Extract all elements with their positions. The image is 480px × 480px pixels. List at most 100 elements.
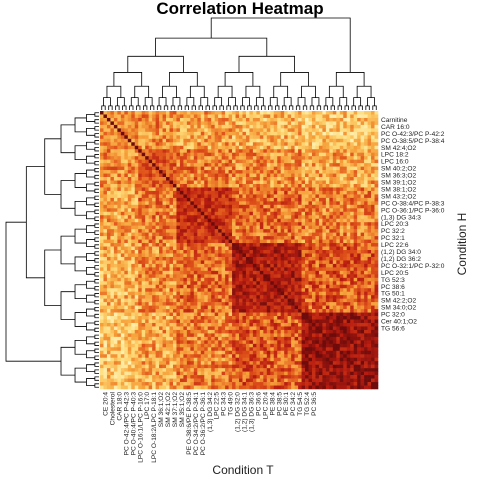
heatmap-cell [124,177,129,181]
heatmap-cell [256,305,261,310]
heatmap-cell [374,253,379,258]
heatmap-cell [218,128,222,133]
heatmap-cell [141,208,146,213]
heatmap-cell [277,149,281,153]
heatmap-cell [336,225,341,230]
heatmap-cell [162,121,167,126]
heatmap-cell [315,166,320,171]
heatmap-cell [117,298,122,303]
heatmap-cell [245,288,250,292]
heatmap-cell [322,187,327,192]
heatmap-cell [374,256,379,261]
heatmap-cell [200,114,205,119]
heatmap-cell [235,298,240,303]
heatmap-cell [325,298,330,303]
heatmap-cell [249,246,254,251]
heatmap-cell [277,170,281,174]
heatmap-cell [183,131,188,136]
heatmap-cell [263,222,268,226]
heatmap-cell [266,149,271,153]
heatmap-cell [179,309,184,313]
heatmap-cell [232,302,236,306]
heatmap-cell [277,183,281,188]
heatmap-cell [242,229,247,233]
heatmap-cell [249,194,254,199]
heatmap-cell [124,149,129,153]
heatmap-cell [218,243,222,247]
heatmap-cell [110,291,115,296]
heatmap-cell [280,236,285,240]
heatmap-cell [294,194,299,199]
heatmap-cell [239,305,243,310]
heatmap-cell [145,277,149,282]
heatmap-cell [148,284,153,289]
heatmap-cell [152,222,156,226]
heatmap-cell [277,111,281,115]
heatmap-cell [311,298,316,303]
heatmap-cell [176,180,181,185]
heatmap-cell [190,239,195,244]
heatmap-cell [270,232,275,237]
heatmap-cell [280,305,285,310]
heatmap-cell [301,222,306,226]
heatmap-cell [339,232,344,237]
heatmap-cell [336,284,341,289]
heatmap-cell [152,138,156,143]
heatmap-cell [145,302,149,306]
heatmap-cell [127,152,132,157]
heatmap-cell [259,152,264,157]
heatmap-cell [207,267,212,272]
heatmap-cell [346,124,351,129]
heatmap-cell [152,135,156,140]
heatmap-cell [322,208,327,213]
heatmap-cell [360,194,365,199]
heatmap-cell [200,277,205,282]
heatmap-cell [148,277,153,282]
heatmap-cell [152,246,156,251]
heatmap-cell [138,180,142,185]
heatmap-cell [294,135,299,140]
heatmap-cell [172,256,177,261]
heatmap-cell [249,131,254,136]
heatmap-cell [225,159,229,164]
heatmap-cell [214,211,219,216]
heatmap-cell [273,243,278,247]
heatmap-cell [197,114,202,119]
heatmap-cell [301,128,306,133]
heatmap-cell [308,215,313,220]
heatmap-cell [339,256,344,261]
heatmap-cell [117,250,122,254]
heatmap-cell [305,208,309,213]
heatmap-cell [193,131,198,136]
heatmap-cell [311,246,316,251]
heatmap-cell [245,222,250,226]
heatmap-cell [197,131,202,136]
heatmap-cell [103,222,108,226]
heatmap-cell [239,260,243,265]
heatmap-cell [179,152,184,157]
heatmap-cell [197,295,202,299]
heatmap-cell [245,121,250,126]
heatmap-cell [322,183,327,188]
heatmap-cell [294,277,299,282]
heatmap-cell [311,187,316,192]
heatmap-cell [357,152,361,157]
heatmap-cell [329,281,334,286]
heatmap-cell [266,267,271,272]
heatmap-cell [270,138,275,143]
heatmap-cell [113,156,118,160]
heatmap-cell [291,274,295,279]
heatmap-cell [360,128,365,133]
heatmap-cell [232,215,236,220]
heatmap-cell [145,232,149,237]
heatmap-cell [332,159,337,164]
row-dendrogram-branch [25,166,45,279]
heatmap-cell [239,312,243,317]
heatmap-cell [152,163,156,167]
heatmap-cell [186,277,191,282]
heatmap-cell [256,291,261,296]
heatmap-cell [179,316,184,320]
heatmap-cell [162,218,167,223]
heatmap-cell [339,187,344,192]
heatmap-cell [228,236,233,240]
